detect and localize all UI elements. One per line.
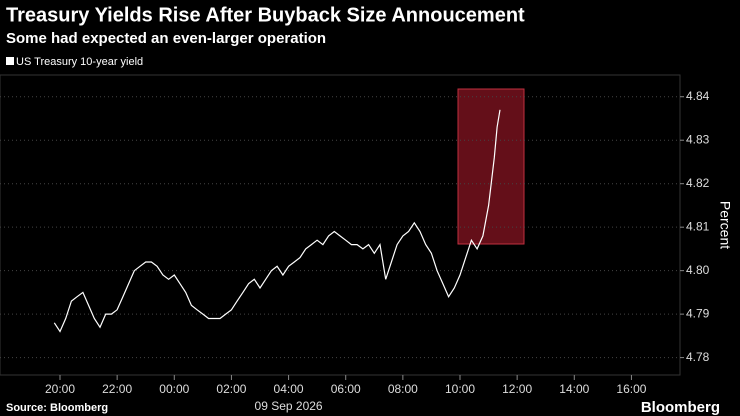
legend-label: US Treasury 10-year yield xyxy=(16,56,143,68)
x-tick-label: 14:00 xyxy=(559,382,589,396)
brand: Bloomberg xyxy=(641,399,720,416)
x-date-label: 09 Sep 2026 xyxy=(255,399,323,413)
x-tick-label: 06:00 xyxy=(331,382,361,396)
highlight-box xyxy=(457,88,525,245)
plot-frame xyxy=(0,74,681,376)
y-tick-label: 4.81 xyxy=(686,219,710,233)
x-tick-label: 08:00 xyxy=(388,382,418,396)
x-tick-label: 00:00 xyxy=(159,382,189,396)
y-tick-label: 4.79 xyxy=(686,306,710,320)
x-tick-label: 10:00 xyxy=(445,382,475,396)
x-tick-label: 02:00 xyxy=(216,382,246,396)
y-tick-label: 4.80 xyxy=(686,263,710,277)
chart-title: Treasury Yields Rise After Buyback Size … xyxy=(6,4,525,26)
x-tick-label: 12:00 xyxy=(502,382,532,396)
x-tick-label: 04:00 xyxy=(274,382,304,396)
chart-subtitle: Some had expected an even-larger operati… xyxy=(6,30,326,47)
y-tick-label: 4.83 xyxy=(686,132,710,146)
x-tick-label: 22:00 xyxy=(102,382,132,396)
source: Source: Bloomberg xyxy=(6,402,108,414)
x-tick-label: 20:00 xyxy=(45,382,75,396)
legend-swatch xyxy=(6,57,14,65)
y-tick-label: 4.82 xyxy=(686,176,710,190)
y-tick-label: 4.78 xyxy=(686,350,710,364)
series-line xyxy=(53,109,501,333)
y-axis-title: Percent xyxy=(717,201,733,249)
x-tick-label: 16:00 xyxy=(616,382,646,396)
y-tick-label: 4.84 xyxy=(686,89,710,103)
